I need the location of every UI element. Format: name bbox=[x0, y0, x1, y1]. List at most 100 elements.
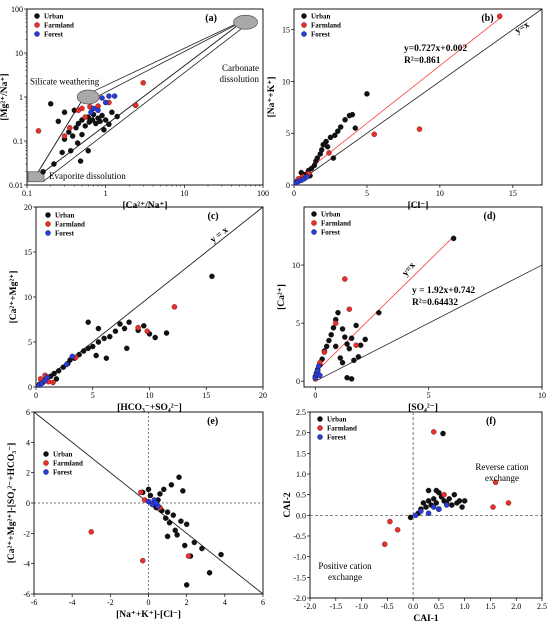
legend-label-forest: Forest bbox=[327, 434, 347, 442]
data-point-urban bbox=[51, 370, 57, 377]
panel-a: 0.1 1 10 1000.010.1110100[Ca²⁺/Na⁺][Mg²⁺/Na… bbox=[0, 5, 269, 211]
data-point-urban bbox=[82, 123, 88, 129]
data-point-forest bbox=[88, 109, 94, 115]
legend-label-farmland: Farmland bbox=[53, 460, 83, 468]
y-tick-label: 10 bbox=[24, 293, 32, 302]
x-tick-label: 5 bbox=[365, 189, 369, 198]
x-axis-label: [Cl⁻] bbox=[408, 201, 429, 211]
data-point-urban bbox=[349, 111, 356, 118]
legend-marker-forest bbox=[317, 434, 323, 440]
x-tick-label: 0.0 bbox=[408, 602, 418, 611]
data-point-farmland bbox=[346, 306, 353, 312]
data-point-farmland bbox=[82, 114, 88, 120]
data-point-farmland bbox=[371, 131, 377, 137]
reference-label: y = x bbox=[209, 225, 231, 245]
data-point-urban bbox=[80, 348, 87, 354]
x-tick-label: 20 bbox=[259, 391, 267, 400]
legend-label-forest: Forest bbox=[53, 469, 73, 477]
x-tick-label: 15 bbox=[202, 391, 210, 400]
x-tick-label: 4 bbox=[223, 598, 227, 607]
annotation: Carbonate bbox=[222, 63, 259, 73]
y-tick-label: 0.1 bbox=[13, 137, 23, 146]
data-point-farmland bbox=[50, 379, 56, 386]
legend-marker-urban bbox=[43, 451, 49, 457]
y-tick-label: 1.5 bbox=[296, 449, 306, 458]
data-point-forest bbox=[69, 353, 76, 360]
data-point-urban bbox=[55, 368, 62, 374]
y-axis-label: [Ca²⁺+Mg²⁺] bbox=[9, 271, 19, 324]
y-tick-label: 15 bbox=[282, 26, 290, 35]
data-point-urban bbox=[102, 117, 109, 123]
data-point-urban bbox=[124, 345, 130, 352]
legend-marker-forest bbox=[45, 230, 51, 236]
data-point-urban bbox=[170, 512, 177, 518]
data-point-urban bbox=[162, 515, 169, 521]
data-point-urban bbox=[199, 545, 205, 552]
data-point-urban bbox=[348, 376, 355, 382]
legend-label-urban: Urban bbox=[327, 416, 347, 424]
x-axis-label: CAI-1 bbox=[413, 614, 439, 623]
data-point-urban bbox=[328, 332, 334, 338]
annotation: Reverse cation bbox=[475, 462, 529, 472]
data-point-urban bbox=[342, 117, 348, 123]
y-tick-label: -2.0 bbox=[293, 594, 306, 603]
fit-r2: R²=0.64432 bbox=[412, 298, 458, 308]
fit-equation: y = 1.92x+0.742 bbox=[412, 286, 475, 296]
fit-equation: y=0.727x+0.002 bbox=[404, 44, 467, 54]
x-tick-label: 1.5 bbox=[485, 602, 495, 611]
data-point-urban bbox=[164, 533, 171, 540]
legend-marker-forest bbox=[301, 31, 307, 37]
data-point-urban bbox=[420, 500, 427, 506]
data-point-urban bbox=[351, 357, 357, 364]
data-point-farmland bbox=[79, 105, 85, 112]
data-point-urban bbox=[59, 149, 65, 156]
panel-b: 0 5 10 15 0 5 10 15 [Cl⁻] [Na⁺+K⁺] UrbanFarmlandFo… bbox=[267, 8, 543, 211]
data-point-farmland bbox=[333, 320, 339, 326]
data-point-farmland bbox=[321, 349, 328, 355]
legend-label-farmland: Farmland bbox=[55, 221, 85, 229]
mixing-line bbox=[85, 19, 246, 96]
plot-frame bbox=[309, 411, 543, 599]
y-tick-label: -6 bbox=[23, 590, 30, 599]
data-point-urban bbox=[335, 309, 341, 316]
data-point-urban bbox=[344, 341, 350, 347]
legend-label-urban: Urban bbox=[311, 13, 331, 21]
y-tick-label: 5 bbox=[28, 338, 32, 347]
data-point-urban bbox=[164, 509, 171, 515]
data-point-forest bbox=[314, 368, 321, 374]
data-point-farmland bbox=[140, 557, 146, 564]
legend-label-farmland: Farmland bbox=[44, 22, 74, 30]
fit-r2: R²=0.861 bbox=[404, 56, 441, 66]
data-point-farmland bbox=[490, 504, 496, 510]
data-point-forest bbox=[431, 504, 437, 510]
data-point-urban bbox=[423, 504, 429, 510]
data-point-urban bbox=[333, 343, 339, 350]
data-point-urban bbox=[93, 120, 99, 127]
data-point-urban bbox=[97, 118, 103, 125]
x-tick-label: 5 bbox=[91, 391, 95, 400]
data-point-urban bbox=[323, 343, 330, 350]
data-point-urban bbox=[69, 133, 76, 139]
panel-label: (b) bbox=[481, 13, 493, 24]
data-point-urban bbox=[85, 319, 91, 325]
fit-line bbox=[315, 236, 454, 373]
data-point-urban bbox=[51, 161, 57, 167]
x-axis-label: [Na⁺+K⁺]-[Cl⁻] bbox=[116, 610, 181, 620]
data-point-forest bbox=[102, 99, 109, 106]
reference-line bbox=[315, 264, 543, 382]
evaporite-end-member bbox=[27, 171, 45, 183]
panel-label: (f) bbox=[486, 416, 496, 427]
panel-f: -2.0 -1.5 -1.0 -0.5 0.0 0.5 1.0 1.5 2.0 2.5 -2.0 -1… bbox=[283, 408, 547, 623]
data-point-urban bbox=[99, 112, 105, 119]
data-point-farmland bbox=[61, 133, 68, 139]
data-point-urban bbox=[337, 124, 344, 130]
x-tick-label: -4 bbox=[69, 598, 76, 607]
y-tick-label: 5 bbox=[296, 319, 300, 328]
fit-line bbox=[293, 16, 502, 182]
data-point-urban bbox=[95, 325, 102, 332]
legend-label-urban: Urban bbox=[55, 212, 75, 220]
y-tick-label: -0.5 bbox=[293, 532, 306, 541]
data-point-urban bbox=[327, 134, 334, 141]
legend-marker-farmland bbox=[301, 22, 307, 28]
y-tick-label: 0 bbox=[286, 181, 290, 190]
